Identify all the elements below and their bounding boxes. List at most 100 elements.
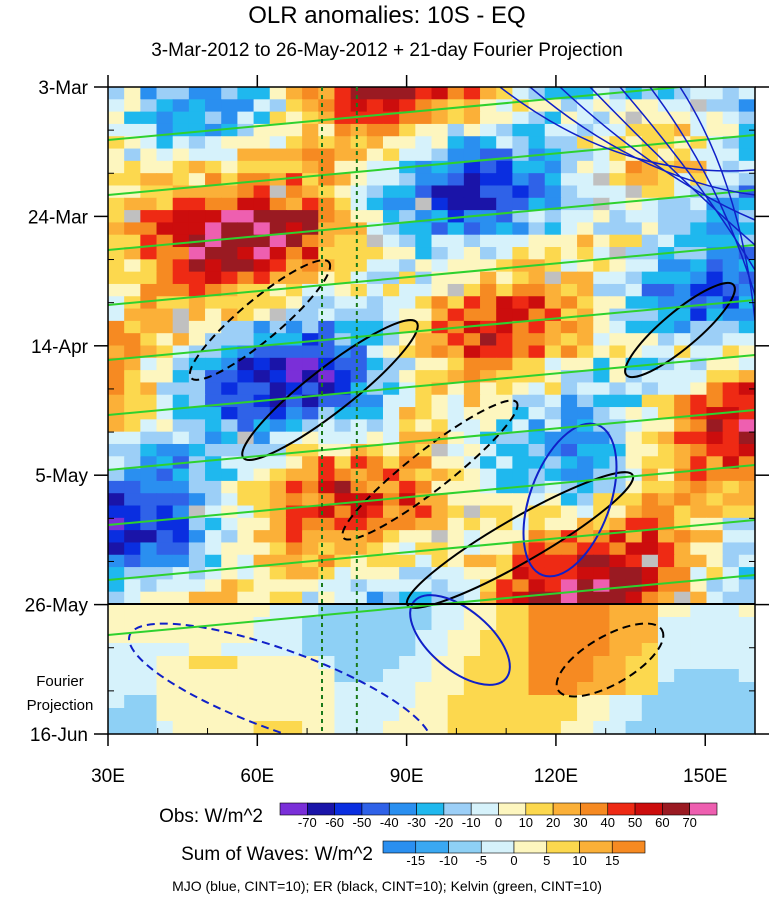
obs-cell — [431, 247, 449, 260]
obs-cell — [334, 468, 352, 482]
obs-cell — [674, 247, 691, 260]
obs-cell — [738, 222, 755, 236]
obs-cell — [382, 197, 400, 211]
obs-cell — [641, 308, 659, 322]
obs-cell — [641, 271, 659, 285]
obs-cell — [528, 542, 546, 556]
obs-cell — [285, 456, 303, 470]
projection-cell — [318, 656, 336, 670]
obs-cell — [512, 222, 530, 236]
obs-cell — [108, 210, 125, 224]
obs-cell — [156, 87, 174, 100]
obs-cell — [609, 308, 627, 322]
obs-cell — [237, 591, 255, 605]
obs-cell — [431, 234, 449, 248]
obs-cell — [496, 345, 513, 359]
obs-cell — [544, 357, 562, 371]
obs-cell — [447, 394, 465, 408]
projection-cell — [738, 682, 755, 696]
projection-cell — [124, 721, 141, 734]
obs-cell — [205, 407, 222, 420]
obs-cell — [318, 505, 336, 519]
obs-cell — [108, 111, 125, 125]
obs-cell — [285, 480, 303, 494]
projection-cell — [431, 682, 449, 696]
obs-cell — [285, 271, 303, 285]
obs-colorbar-tick: 20 — [546, 815, 560, 830]
projection-cell — [577, 721, 594, 734]
projection-cell — [560, 708, 578, 722]
obs-cell — [690, 456, 708, 470]
obs-cell — [237, 148, 255, 162]
projection-cell — [690, 669, 708, 683]
obs-cell — [577, 407, 594, 420]
obs-cell — [560, 480, 578, 494]
obs-cell — [657, 370, 675, 384]
obs-cell — [318, 554, 336, 568]
obs-cell — [674, 480, 691, 494]
obs-cell — [544, 296, 562, 310]
obs-cell — [560, 222, 578, 236]
obs-cell — [399, 87, 416, 100]
obs-cell — [124, 271, 141, 285]
obs-cell — [334, 148, 352, 162]
obs-cell — [399, 148, 416, 162]
obs-colorbar-swatch — [470, 802, 499, 816]
obs-cell — [480, 394, 497, 408]
x-axis: 30E 60E 90E 120E 150E — [91, 75, 727, 787]
obs-cell — [447, 554, 465, 568]
obs-cell — [302, 517, 319, 531]
obs-cell — [641, 99, 659, 113]
obs-cell — [302, 530, 319, 544]
obs-cell — [108, 394, 125, 408]
projection-cell — [205, 695, 222, 709]
obs-cell — [641, 431, 659, 445]
obs-colorbar-tick: 40 — [601, 815, 615, 830]
projection-cell — [108, 669, 125, 683]
obs-cell — [318, 591, 336, 605]
obs-cell — [706, 394, 724, 408]
obs-cell — [382, 480, 400, 494]
projection-cell — [366, 656, 384, 670]
projection-cell — [625, 682, 643, 696]
obs-cell — [480, 530, 497, 544]
obs-cell — [334, 173, 352, 187]
projection-cell — [156, 656, 174, 670]
obs-cell — [318, 431, 336, 445]
obs-cell — [140, 370, 158, 384]
obs-cell — [350, 493, 368, 507]
obs-cell — [738, 320, 755, 334]
obs-cell — [205, 333, 222, 347]
projection-cell — [382, 656, 400, 670]
obs-cell — [641, 259, 659, 273]
projection-cell — [706, 708, 724, 722]
obs-cell — [528, 333, 546, 347]
projection-cell — [318, 617, 336, 631]
obs-cell — [480, 160, 497, 174]
obs-cell — [528, 234, 546, 248]
obs-cell — [172, 443, 190, 457]
obs-cell — [269, 271, 287, 285]
obs-cell — [285, 357, 303, 371]
obs-cell — [269, 222, 287, 236]
obs-cell — [722, 443, 740, 457]
obs-cell — [706, 456, 724, 470]
projection-cell — [382, 630, 400, 644]
obs-cell — [415, 160, 433, 174]
obs-cell — [350, 394, 368, 408]
obs-cell — [593, 259, 611, 273]
obs-colorbar-swatch — [607, 802, 636, 816]
obs-cell — [544, 210, 562, 224]
projection-cell — [350, 630, 368, 644]
obs-cell — [382, 370, 400, 384]
obs-cell — [188, 530, 206, 544]
obs-cell — [124, 320, 141, 334]
obs-cell — [657, 333, 675, 347]
obs-cell — [560, 542, 578, 556]
obs-cell — [496, 259, 513, 273]
obs-cell — [447, 456, 465, 470]
obs-cell — [431, 468, 449, 482]
obs-cell — [431, 308, 449, 322]
obs-cell — [560, 493, 578, 507]
